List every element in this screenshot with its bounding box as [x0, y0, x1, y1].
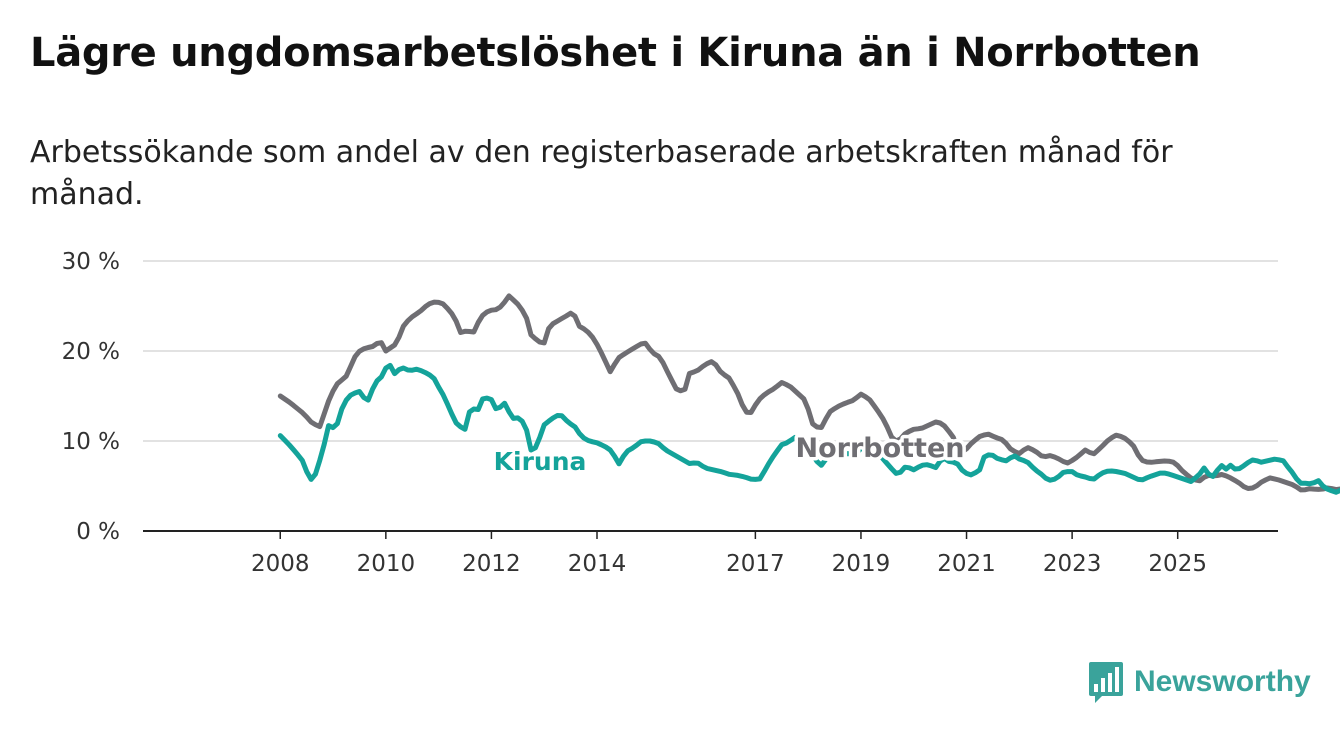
x-axis-ticks: 2008 2010 2012 2014 2017 2019 2021 2023 2025 [251, 531, 1207, 577]
series-labels: NorrbottenKiruna4,3 %2,7 % [490, 430, 968, 480]
x-tick-label: 2019 [832, 551, 891, 577]
x-tick-label: 2023 [1043, 551, 1102, 577]
newsworthy-logo-icon [1089, 662, 1123, 703]
series-kiruna [277, 362, 1340, 495]
chart-title: Lägre ungdomsarbetslöshet i Kiruna än i … [30, 30, 1201, 76]
norrbotten-series-label: Norrbotten [795, 433, 964, 464]
brand-logo: Newsworthy [1088, 660, 1311, 704]
series-norrbotten [277, 293, 1340, 493]
x-tick-label: 2010 [357, 551, 416, 577]
x-tick-label: 2012 [462, 551, 521, 577]
x-tick-label: 2008 [251, 551, 310, 577]
y-tick-label: 30 % [62, 249, 120, 275]
x-tick-label: 2021 [937, 551, 996, 577]
kiruna-line [277, 362, 1340, 495]
x-tick-label: 2025 [1148, 551, 1207, 577]
y-axis-ticks: 0 % 10 % 20 % 30 % [62, 249, 120, 545]
series-lines [277, 293, 1340, 495]
y-tick-label: 20 % [62, 339, 120, 365]
kiruna-series-label: Kiruna [494, 447, 587, 476]
brand-name: Newsworthy [1134, 665, 1311, 698]
norrbotten-line [277, 293, 1340, 493]
gridlines [143, 260, 1278, 532]
chart-subtitle: Arbetssökande som andel av den registerb… [30, 135, 1173, 212]
x-tick-label: 2017 [726, 551, 785, 577]
x-tick-label: 2014 [568, 551, 627, 577]
y-tick-label: 10 % [62, 429, 120, 455]
y-tick-label: 0 % [76, 519, 120, 545]
